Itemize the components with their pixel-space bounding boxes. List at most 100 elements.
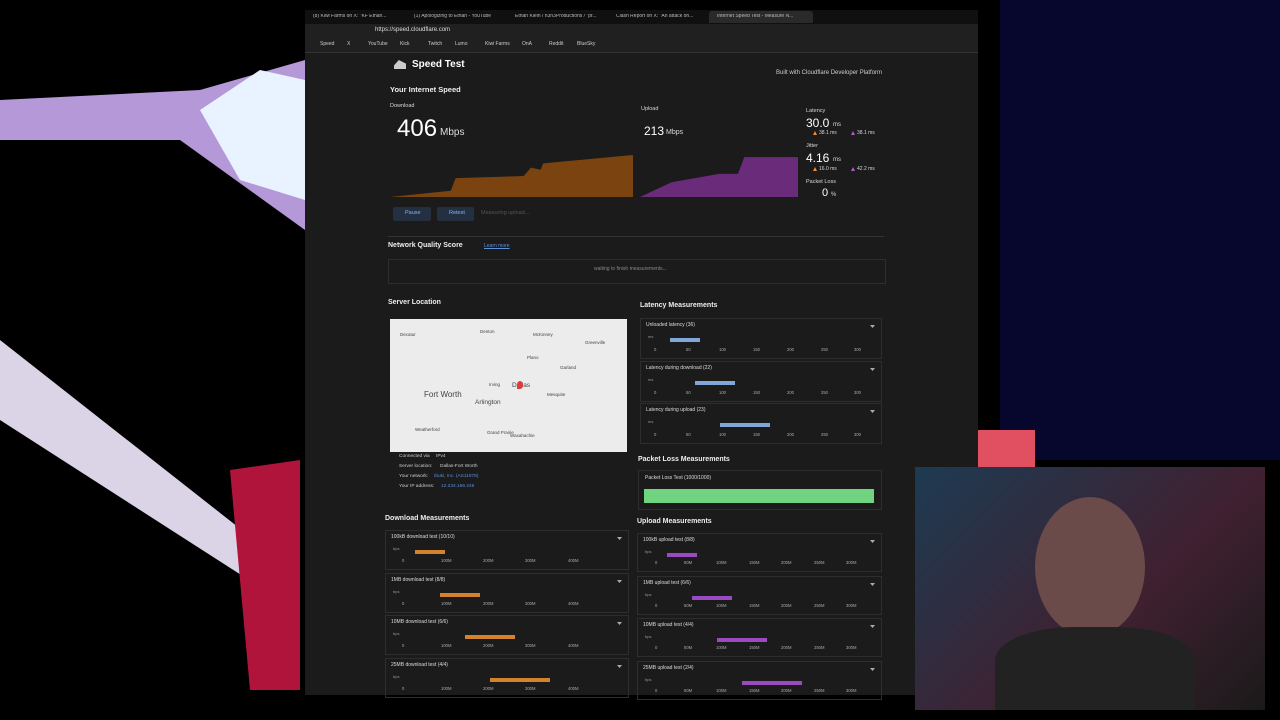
browser-tab[interactable]: Clash Report on X: "An attack on...	[616, 14, 694, 19]
browser-tab[interactable]: (8) Kiwi Farms on X: "KF Ethan...	[313, 14, 387, 19]
browser-tab[interactable]: (1) Apologizing to Ethan - YouTube	[414, 14, 492, 19]
axis-tick: 250	[821, 432, 828, 437]
measurement-card	[637, 618, 882, 657]
down-icon	[813, 167, 817, 171]
button	[437, 207, 474, 221]
active-tab	[709, 11, 813, 23]
learn-more-link[interactable]: Learn more	[484, 243, 510, 249]
packet-loss-label: Packet Loss	[806, 179, 836, 185]
measurement-card	[385, 615, 629, 655]
axis-tick: 100M	[716, 603, 727, 608]
axis-unit: bps	[645, 549, 652, 554]
axis-tick: 50M	[684, 603, 693, 608]
latency-loaded-down: 38.1 ms	[819, 130, 837, 136]
bookmark[interactable]: Twitch	[428, 41, 443, 47]
address-bar[interactable]	[305, 24, 978, 38]
bookmark[interactable]: OnA	[522, 41, 533, 47]
axis-tick: 100M	[441, 686, 452, 691]
map-label: Irving	[489, 382, 501, 387]
axis-unit: bps	[645, 677, 652, 682]
bookmark[interactable]: Lumo	[455, 41, 468, 47]
box-plot	[415, 550, 445, 554]
bookmark[interactable]: Speed	[320, 41, 335, 47]
axis-tick: 250M	[814, 560, 825, 565]
url[interactable]: https://speed.cloudflare.com	[375, 27, 451, 33]
axis-unit: bps	[645, 634, 652, 639]
axis-tick: 200M	[781, 688, 792, 693]
expand-icon	[870, 668, 875, 671]
axis-tick: 150	[753, 390, 760, 395]
jitter-label: Jitter	[806, 143, 818, 149]
axis-tick: 200M	[483, 686, 494, 691]
info-label: Server location:	[399, 464, 433, 469]
card-title: Packet Loss Test (1000/1000)	[645, 475, 712, 481]
axis-tick: 150M	[749, 560, 760, 565]
bookmark[interactable]: YouTube	[368, 41, 388, 47]
axis-tick: 50	[686, 347, 691, 352]
measurement-card	[640, 318, 882, 359]
axis-tick: 0	[402, 601, 405, 606]
card-title: 100kB upload test (8/8)	[643, 537, 695, 543]
axis-tick: 300M	[846, 645, 857, 650]
bookmark[interactable]: X	[347, 41, 351, 47]
browser-tab[interactable]: Internet Speed Test - Measure N...	[717, 14, 794, 19]
measurement-card	[640, 361, 882, 402]
axis-tick: 150M	[749, 645, 760, 650]
section-title: Packet Loss Measurements	[638, 456, 730, 463]
cloudflare-logo	[394, 60, 406, 69]
measurement-card	[385, 530, 629, 570]
page-title: Speed Test	[412, 59, 465, 70]
axis-tick: 300M	[525, 643, 536, 648]
button[interactable]: Pause	[405, 210, 421, 216]
axis-tick: 0	[402, 686, 405, 691]
down-icon	[813, 131, 817, 135]
measurement-card	[385, 658, 629, 698]
axis-tick: 300M	[846, 603, 857, 608]
axis-tick: 50	[686, 432, 691, 437]
score-box	[388, 259, 886, 284]
button[interactable]: Retest	[449, 210, 465, 216]
packet-loss-unit: %	[831, 192, 837, 198]
axis-tick: 300M	[846, 560, 857, 565]
axis-tick: 200M	[483, 558, 494, 563]
axis-tick: 0	[654, 432, 657, 437]
axis-unit: bps	[393, 674, 400, 679]
face	[1035, 497, 1145, 637]
bookmark[interactable]: Kick	[400, 41, 410, 47]
up-icon	[851, 131, 855, 135]
axis-tick: 100M	[716, 645, 727, 650]
info-label: Connected via	[399, 454, 430, 459]
info-value: 12.234.166.245	[441, 484, 475, 489]
section-title: Upload Measurements	[637, 518, 712, 525]
axis-tick: 0	[655, 688, 658, 693]
map-label: Weatherford	[415, 427, 440, 432]
info-label: Your network:	[399, 474, 429, 479]
box-plot	[670, 338, 700, 342]
map-pin	[517, 381, 523, 389]
score-status: waiting to finish measurements...	[594, 266, 667, 272]
axis-tick: 0	[654, 390, 657, 395]
axis-tick: 200	[787, 390, 794, 395]
browser-tab[interactable]: Ethan Klein / h3h3Productions / "pr...	[515, 14, 597, 19]
card-title: 10MB download test (6/6)	[391, 619, 448, 625]
axis-tick: 50	[686, 390, 691, 395]
latency-label: Latency	[806, 108, 826, 114]
jitter-loaded-down: 16.0 ms	[819, 166, 837, 172]
built-with: Built with Cloudflare Developer Platform	[776, 70, 883, 76]
box-plot	[717, 638, 767, 642]
bookmark[interactable]: Reddit	[549, 41, 564, 47]
box-plot	[692, 596, 732, 600]
axis-unit: bps	[393, 546, 400, 551]
axis-tick: 0	[655, 560, 658, 565]
expand-icon	[617, 580, 622, 583]
axis-tick: 50M	[684, 645, 693, 650]
info-value: Ibuki, Inc. (AS11878)	[434, 474, 479, 479]
bookmark[interactable]: BlueSky	[577, 41, 596, 47]
expand-icon	[870, 625, 875, 628]
axis-tick: 100M	[441, 601, 452, 606]
bookmark[interactable]: Kiwi Farms	[485, 41, 510, 47]
axis-tick: 100M	[716, 560, 727, 565]
jitter-loaded-up: 42.2 ms	[857, 166, 875, 172]
info-value: IPv4	[436, 454, 446, 459]
